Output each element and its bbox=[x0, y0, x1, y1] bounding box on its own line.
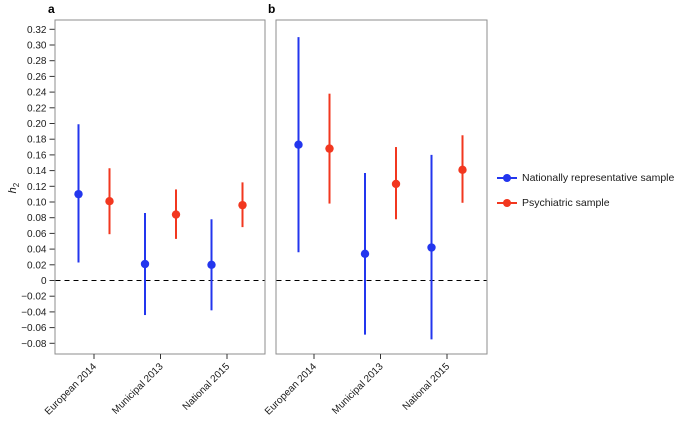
y-axis-tick-label: 0.16 bbox=[27, 150, 47, 161]
panel-a-letter: a bbox=[48, 2, 55, 16]
x-axis-tick-label: Municipal 2013 bbox=[110, 361, 166, 417]
y-axis-tick-label: 0.04 bbox=[27, 245, 47, 256]
y-axis-tick-label: −0.04 bbox=[21, 307, 47, 318]
blue-point-with-line-icon bbox=[497, 173, 517, 183]
x-axis-tick-label: National 2015 bbox=[401, 361, 453, 413]
legend-label-nationally-representative: Nationally representative sample bbox=[522, 172, 675, 184]
point-estimate-dot bbox=[391, 179, 401, 189]
y-axis-tick-label: 0.10 bbox=[27, 198, 47, 209]
y-axis-tick-label: 0.20 bbox=[27, 119, 47, 130]
legend-dot bbox=[503, 199, 511, 207]
point-estimate-dot bbox=[458, 165, 467, 175]
y-axis-tick-label: 0.08 bbox=[27, 213, 47, 224]
point-estimate-dot bbox=[360, 249, 370, 259]
y-axis-tick-label: 0.14 bbox=[27, 166, 47, 177]
y-axis-tick-label: 0.12 bbox=[27, 182, 47, 193]
y-axis-tick-label: 0.06 bbox=[27, 229, 47, 240]
point-estimate-dot bbox=[427, 243, 436, 252]
y-axis-tick-label: 0.26 bbox=[27, 72, 47, 83]
panel-a-frame bbox=[54, 19, 266, 355]
x-axis-tick-label: European 2014 bbox=[263, 361, 319, 417]
point-estimate-dot bbox=[105, 197, 114, 206]
y-axis-tick-label: 0.22 bbox=[27, 103, 47, 114]
legend-item-nationally-representative-sample: Nationally representative sample bbox=[497, 172, 685, 184]
legend-item-psychiatric-sample: Psychiatric sample bbox=[497, 197, 685, 209]
point-estimate-dot bbox=[207, 260, 216, 269]
x-axis-tick-label: Municipal 2013 bbox=[330, 361, 386, 417]
y-axis-tick-label: 0.18 bbox=[27, 135, 47, 146]
point-estimate-dot bbox=[74, 189, 83, 199]
y-axis-tick-label: −0.08 bbox=[21, 339, 47, 350]
legend-label-psychiatric: Psychiatric sample bbox=[522, 197, 610, 209]
x-axis-tick-label: National 2015 bbox=[181, 361, 233, 413]
point-estimate-dot bbox=[171, 210, 181, 219]
panel-b-letter: b bbox=[268, 2, 276, 16]
y-axis-tick-label: 0.24 bbox=[27, 88, 47, 99]
point-estimate-dot bbox=[294, 140, 303, 149]
y-axis-tick-label: 0.02 bbox=[27, 260, 47, 271]
point-estimate-dot bbox=[238, 200, 247, 210]
y-axis-tick-label: 0.28 bbox=[27, 56, 47, 67]
point-estimate-dot bbox=[325, 144, 334, 153]
red-point-with-line-icon bbox=[497, 198, 517, 208]
legend: Nationally representative sample Psychia… bbox=[497, 172, 685, 222]
y-axis-tick-label: −0.06 bbox=[21, 323, 47, 334]
legend-dot bbox=[503, 174, 511, 182]
y-axis-tick-label: 0.30 bbox=[27, 41, 47, 52]
y-axis-tick-label: 0 bbox=[41, 276, 47, 287]
y-axis-tick-label: 0.32 bbox=[27, 25, 47, 36]
y-axis-tick-label: −0.02 bbox=[21, 292, 47, 303]
x-axis-tick-label: European 2014 bbox=[43, 361, 99, 417]
panel-b-frame bbox=[275, 19, 488, 355]
point-estimate-dot bbox=[140, 259, 150, 269]
